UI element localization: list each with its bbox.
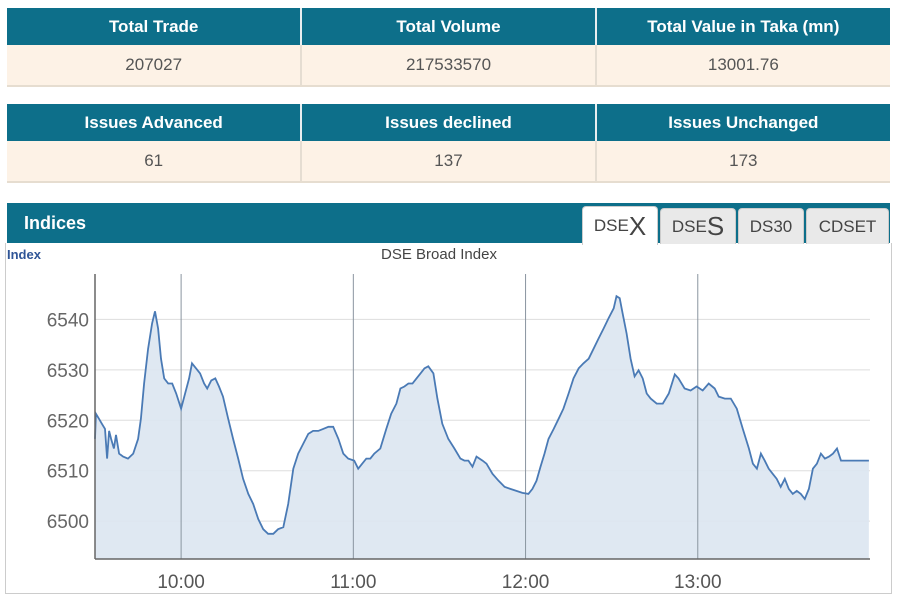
chart-container bbox=[5, 243, 892, 594]
tab-dsex[interactable]: DSE X bbox=[582, 206, 658, 245]
header-total-volume: Total Volume bbox=[300, 8, 596, 45]
indices-title: Indices bbox=[24, 213, 87, 233]
header-issues-unchanged: Issues Unchanged bbox=[594, 104, 890, 141]
y-tick-label: 6520 bbox=[47, 411, 89, 432]
y-axis-label: Index bbox=[7, 247, 41, 262]
y-tick-label: 6530 bbox=[47, 361, 89, 382]
market-summary-table: Total Trade Total Volume Total Value in … bbox=[7, 8, 890, 87]
y-tick-label: 6510 bbox=[47, 462, 89, 483]
tab-label: DS30 bbox=[749, 216, 793, 236]
value-issues-declined: 137 bbox=[300, 141, 596, 183]
chart-title: DSE Broad Index bbox=[381, 246, 497, 263]
value-issues-advanced: 61 bbox=[7, 141, 302, 183]
tab-label: CDSET bbox=[818, 216, 877, 236]
y-tick-label: 6500 bbox=[47, 512, 89, 533]
indices-header: Indices DSE X DSE S DS30 CDSET bbox=[7, 203, 890, 245]
x-tick-label: 10:00 bbox=[157, 572, 205, 593]
x-tick-label: 12:00 bbox=[502, 572, 550, 593]
x-tick-label: 11:00 bbox=[330, 572, 376, 593]
tab-label-suffix: X bbox=[628, 210, 647, 241]
header-issues-advanced: Issues Advanced bbox=[7, 104, 302, 141]
value-total-trade: 207027 bbox=[7, 45, 302, 87]
issues-table: Issues Advanced Issues declined Issues U… bbox=[7, 104, 890, 183]
y-tick-label: 6540 bbox=[47, 310, 89, 331]
tab-label-suffix: S bbox=[706, 211, 725, 241]
value-total-value: 13001.76 bbox=[594, 45, 890, 87]
header-total-trade: Total Trade bbox=[7, 8, 302, 45]
tab-label: DSE bbox=[671, 216, 707, 236]
tab-dses[interactable]: DSE S bbox=[660, 208, 736, 244]
tab-cdset[interactable]: CDSET bbox=[806, 208, 889, 244]
series-area bbox=[95, 296, 869, 559]
tab-ds30[interactable]: DS30 bbox=[738, 208, 804, 244]
header-total-value: Total Value in Taka (mn) bbox=[594, 8, 890, 45]
header-issues-declined: Issues declined bbox=[300, 104, 596, 141]
value-issues-unchanged: 173 bbox=[594, 141, 890, 183]
x-tick-label: 13:00 bbox=[674, 572, 722, 593]
tab-label: DSE bbox=[593, 216, 629, 235]
series-line bbox=[94, 294, 869, 535]
value-total-volume: 217533570 bbox=[300, 45, 596, 87]
